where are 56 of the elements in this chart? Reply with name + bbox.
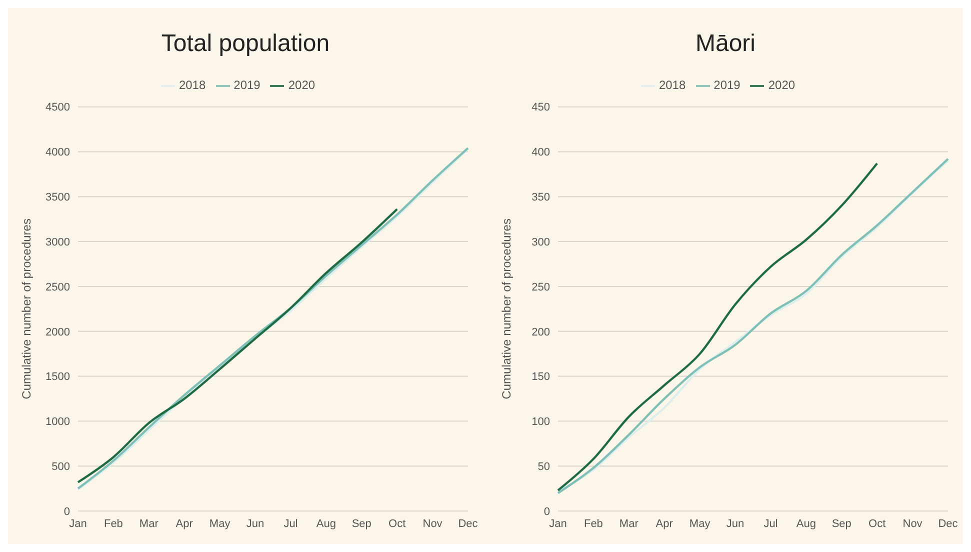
x-tick-label: Aug	[796, 518, 816, 530]
x-tick-label: May	[209, 518, 231, 530]
x-tick-label: Sep	[352, 518, 372, 530]
y-tick-label: 2500	[46, 281, 70, 294]
x-tick-label: Feb	[104, 518, 123, 530]
chart-title: Māori	[694, 29, 756, 59]
y-tick-label: 450	[532, 102, 550, 114]
x-tick-label: Jul	[764, 518, 778, 530]
y-tick-label: 1500	[46, 371, 70, 384]
y-tick-label: 250	[532, 281, 550, 294]
x-tick-label: Jun	[246, 518, 264, 530]
x-tick-label: May	[689, 518, 711, 530]
y-tick-label: 0	[544, 506, 550, 518]
x-tick-label: Apr	[656, 518, 674, 530]
x-tick-label: Feb	[584, 518, 603, 530]
x-tick-label: Jul	[284, 518, 298, 530]
x-tick-label: Oct	[868, 518, 886, 530]
x-tick-label: Jan	[69, 518, 87, 530]
chart-title: Total population	[160, 29, 331, 59]
legend-label: 2020	[768, 78, 796, 92]
x-tick-label: Dec	[938, 518, 958, 530]
line-series	[556, 162, 878, 492]
x-tick-label: Jan	[549, 518, 567, 530]
y-tick-label: 2000	[46, 326, 70, 338]
line-series	[76, 208, 398, 484]
legend-label: 2019	[714, 78, 740, 92]
x-tick-label: Nov	[902, 518, 923, 530]
legend-label: 2019	[234, 78, 260, 92]
y-tick-label: 50	[538, 460, 550, 473]
y-axis-title: Cumulative number of procedures	[19, 218, 34, 400]
y-tick-label: 500	[52, 460, 70, 473]
x-tick-label: Mar	[619, 518, 639, 530]
x-tick-label: Jun	[726, 518, 744, 530]
y-tick-label: 1000	[46, 416, 70, 428]
y-tick-label: 200	[532, 326, 550, 338]
x-tick-label: Aug	[316, 518, 336, 530]
y-axis-title: Cumulative number of procedures	[499, 218, 514, 400]
x-tick-label: Mar	[139, 518, 159, 530]
y-tick-label: 4500	[46, 102, 70, 114]
y-tick-label: 350	[532, 192, 550, 204]
y-tick-label: 3500	[46, 192, 70, 204]
x-tick-label: Apr	[176, 518, 194, 530]
x-tick-label: Dec	[458, 518, 478, 530]
legend-label: 2020	[288, 78, 316, 92]
x-tick-label: Nov	[422, 518, 443, 530]
y-tick-label: 0	[64, 506, 70, 518]
y-tick-label: 4000	[46, 146, 70, 159]
y-tick-label: 3000	[46, 236, 70, 248]
y-tick-label: 150	[532, 371, 550, 384]
y-tick-label: 400	[532, 146, 550, 159]
y-tick-label: 100	[532, 416, 550, 428]
legend-label: 2018	[178, 78, 206, 92]
legend-label: 2018	[658, 78, 686, 92]
x-tick-label: Sep	[832, 518, 852, 530]
y-tick-label: 300	[532, 236, 550, 248]
x-tick-label: Oct	[388, 518, 406, 530]
